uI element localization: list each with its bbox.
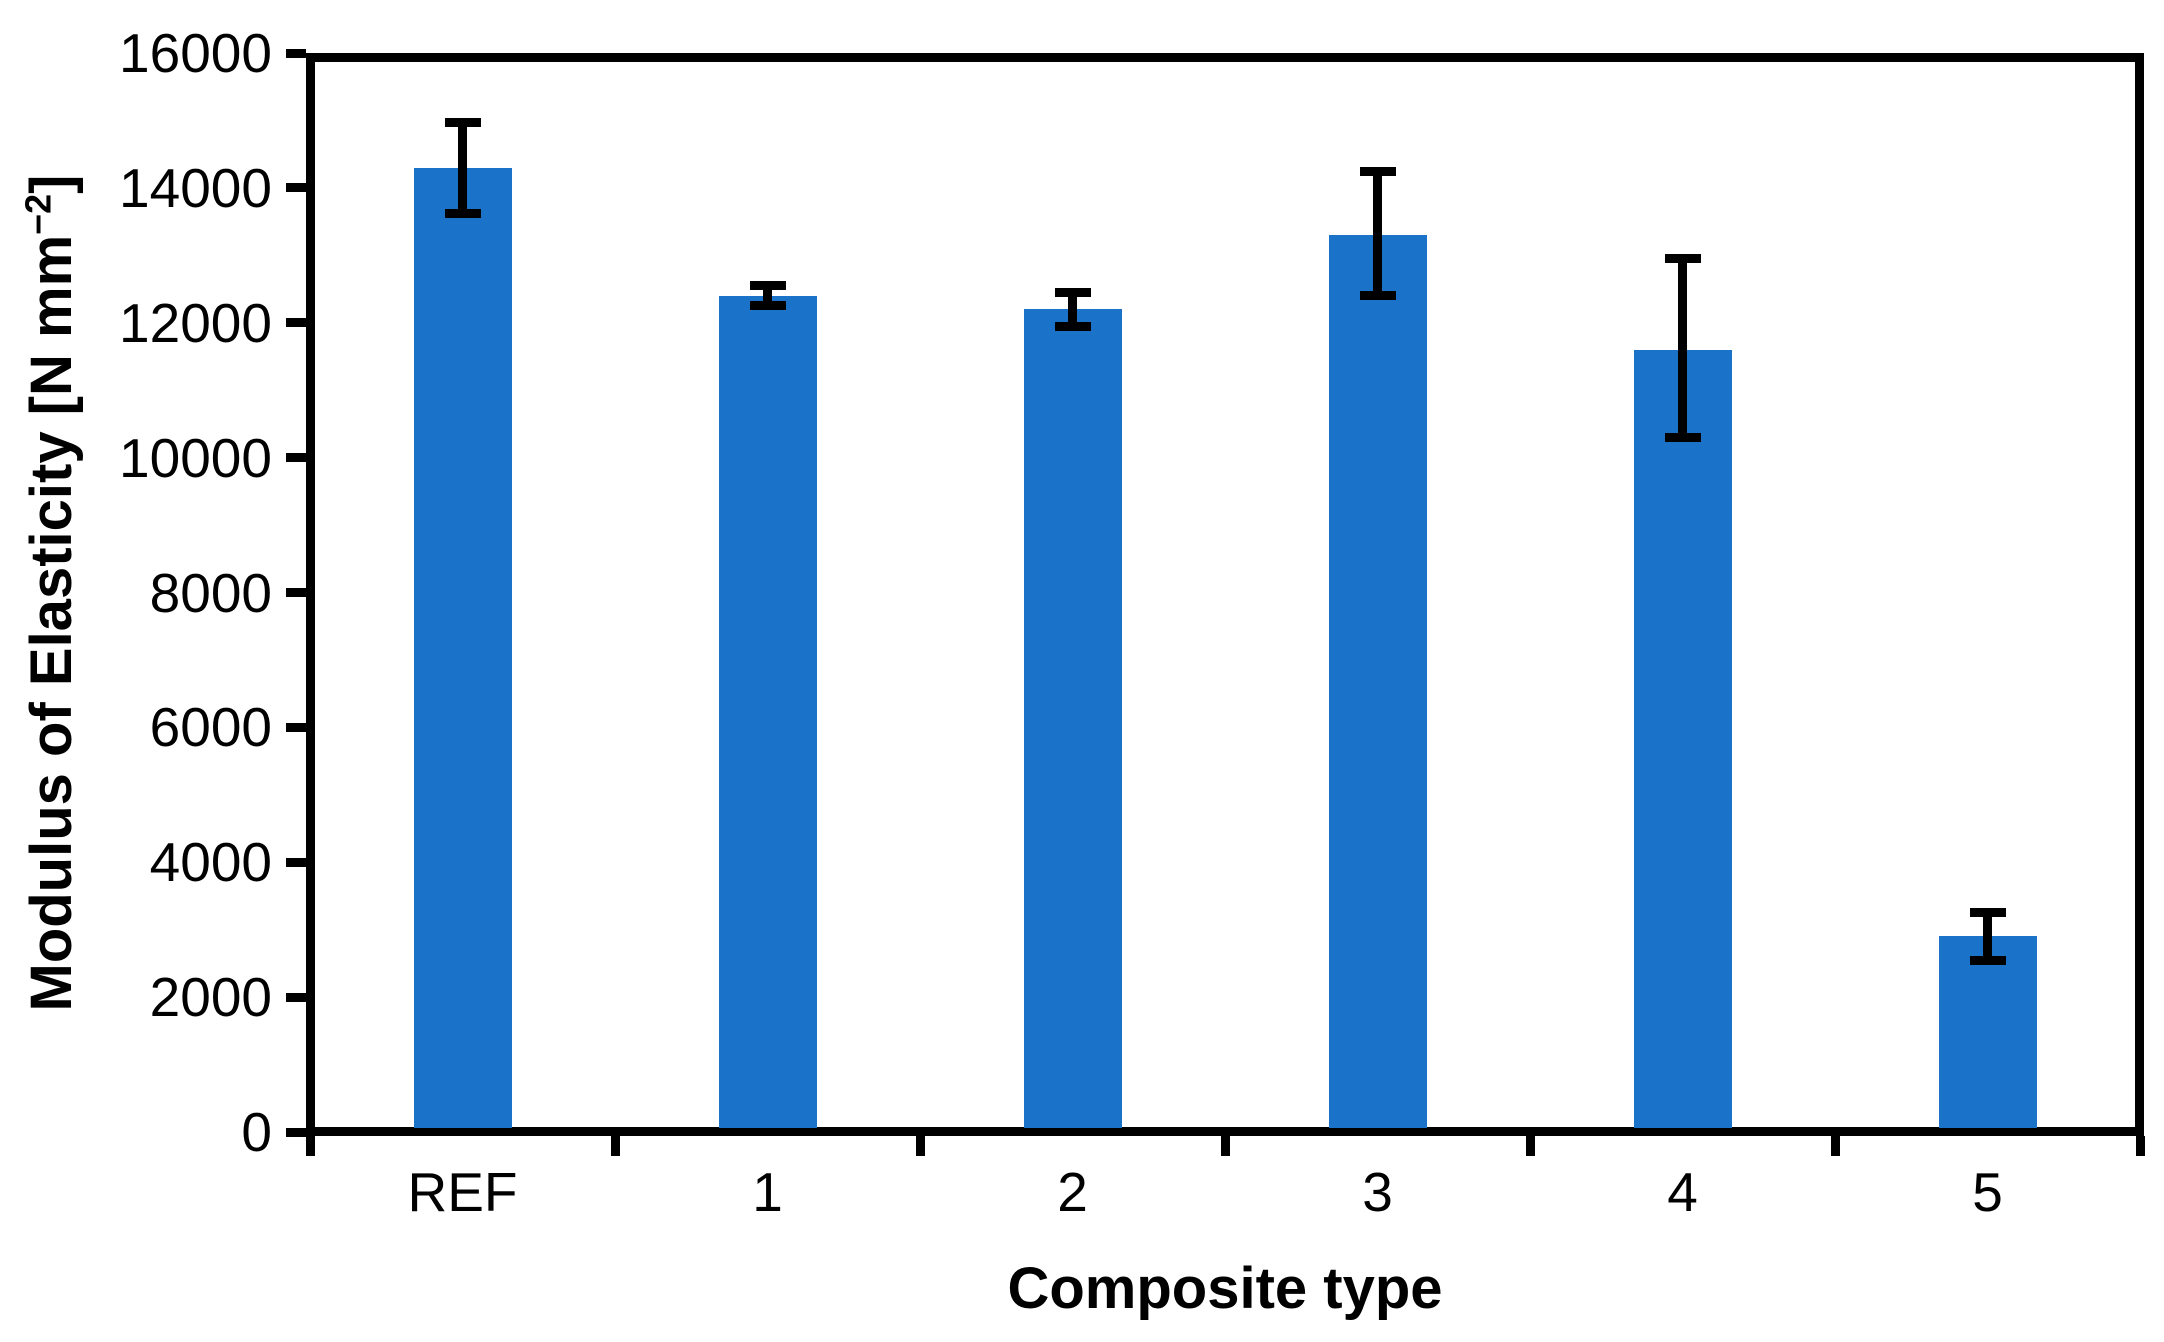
y-axis-title-text: Modulus of Elasticity [N mm	[19, 234, 84, 1011]
bar	[1328, 235, 1427, 1128]
error-bar-cap-top	[1664, 254, 1701, 264]
error-bar-cap-bottom	[749, 301, 786, 311]
x-axis-tick	[305, 1136, 315, 1156]
y-axis-tick-label: 2000	[149, 966, 272, 1029]
x-axis-tick	[915, 1136, 925, 1156]
x-category-label: 4	[1667, 1161, 1698, 1223]
y-axis-tick	[286, 992, 306, 1002]
x-axis-tick	[1220, 1136, 1230, 1156]
y-axis-title: Modulus of Elasticity [N mm−2]	[17, 174, 87, 1011]
x-category-label: REF	[407, 1161, 518, 1223]
error-bar-cap-bottom	[1969, 955, 2006, 965]
x-axis-tick	[1830, 1136, 1840, 1156]
error-bar-line	[1068, 292, 1077, 327]
x-category-label: 1	[752, 1161, 783, 1223]
y-axis-tick-label: 10000	[119, 426, 272, 489]
error-bar-cap-top	[1359, 166, 1396, 176]
error-bar-line	[1373, 171, 1382, 296]
bar	[1938, 936, 2037, 1128]
plot-area	[306, 53, 2144, 1136]
bar	[413, 167, 512, 1128]
y-axis-tick	[286, 857, 306, 867]
error-bar-line	[458, 122, 467, 214]
error-bar-cap-top	[444, 117, 481, 127]
error-bar-cap-top	[1969, 908, 2006, 918]
y-axis-tick	[286, 453, 306, 463]
y-axis-tick-label: 0	[241, 1101, 272, 1163]
y-axis-tick-label: 8000	[149, 561, 272, 624]
y-axis-tick	[286, 722, 306, 732]
y-axis-tick-label: 16000	[119, 22, 272, 84]
error-bar-cap-bottom	[1054, 321, 1091, 331]
error-bar-cap-bottom	[1359, 291, 1396, 301]
bar	[1633, 349, 1732, 1128]
error-bar-cap-top	[749, 281, 786, 291]
error-bar-cap-bottom	[444, 209, 481, 218]
x-axis-tick	[610, 1136, 620, 1156]
y-axis-tick	[286, 318, 306, 328]
y-axis-tick-label: 6000	[149, 696, 272, 759]
error-bar-cap-top	[1054, 287, 1091, 297]
y-axis-title-superscript: −2	[17, 193, 59, 235]
x-axis-title: Composite type	[1007, 1256, 1443, 1321]
y-axis-tick-label: 12000	[119, 291, 272, 354]
y-axis-tick	[286, 183, 306, 193]
y-axis-title-bracket: ]	[19, 174, 84, 194]
x-axis-tick	[1525, 1136, 1535, 1156]
x-category-label: 2	[1057, 1161, 1088, 1223]
error-bar-cap-bottom	[1664, 432, 1701, 442]
error-bar-line	[1983, 912, 1992, 961]
error-bar-line	[1678, 258, 1687, 438]
y-axis-tick	[286, 48, 306, 58]
x-category-label: 5	[1972, 1161, 2003, 1223]
bar	[718, 295, 817, 1128]
y-axis-tick-label: 4000	[149, 831, 272, 894]
bar	[1023, 309, 1122, 1128]
y-axis-tick	[286, 588, 306, 597]
x-axis-tick	[2135, 1136, 2145, 1156]
x-category-label: 3	[1362, 1161, 1393, 1223]
error-bar-line	[763, 285, 772, 306]
y-axis-tick	[286, 1127, 306, 1137]
y-axis-tick-label: 14000	[119, 156, 272, 219]
